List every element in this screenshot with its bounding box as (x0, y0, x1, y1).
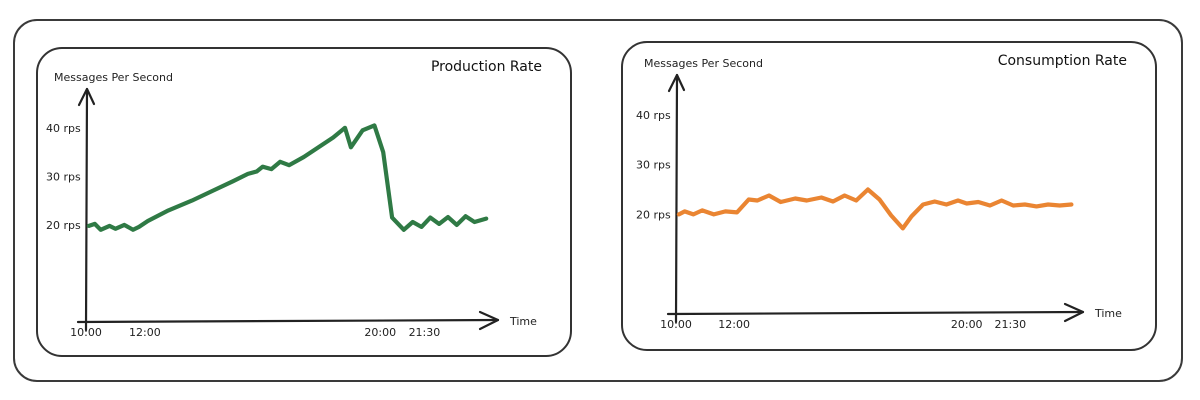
x-tick-label: 10:00 (70, 326, 102, 339)
y-tick-label: 20 rps (636, 208, 671, 221)
x-axis (666, 310, 1085, 316)
chart-title: Consumption Rate (998, 53, 1127, 69)
series-line (86, 123, 489, 232)
x-tick-label: 21:30 (994, 318, 1026, 331)
y-tick-label: 30 rps (636, 159, 671, 172)
x-tick-label: 12:00 (718, 318, 750, 331)
y-axis-arrow (667, 73, 686, 93)
x-tick-label: 12:00 (129, 326, 161, 339)
y-tick-label: 30 rps (46, 170, 81, 183)
production-rate-panel: Production Rate Messages Per Second Time 20… (36, 47, 572, 357)
x-tick-label: 10:00 (660, 318, 692, 331)
y-tick-label: 40 rps (46, 122, 81, 135)
chart-title: Production Rate (431, 59, 542, 75)
consumption-rate-chart: Consumption Rate Messages Per Second Time 2… (636, 53, 1127, 331)
y-axis-label: Messages Per Second (644, 57, 763, 70)
series-line (676, 187, 1074, 231)
consumption-rate-panel: Consumption Rate Messages Per Second Time 2… (621, 41, 1157, 351)
x-tick-label: 20:00 (364, 326, 396, 339)
y-tick-label: 20 rps (46, 219, 81, 232)
x-axis (76, 318, 500, 324)
x-axis-arrow (1063, 302, 1085, 323)
x-tick-label: 20:00 (951, 318, 983, 331)
dashboard-frame (13, 19, 1183, 382)
y-axis (84, 87, 89, 332)
y-axis-label: Messages Per Second (54, 71, 173, 84)
y-tick-label: 40 rps (636, 109, 671, 122)
y-axis (674, 73, 679, 324)
x-axis-arrow (478, 310, 500, 331)
production-rate-chart: Production Rate Messages Per Second Time 20… (46, 59, 542, 339)
x-tick-label: 21:30 (409, 326, 441, 339)
y-axis-arrow (77, 87, 96, 107)
x-axis-label: Time (509, 315, 537, 328)
x-axis-label: Time (1094, 307, 1122, 320)
